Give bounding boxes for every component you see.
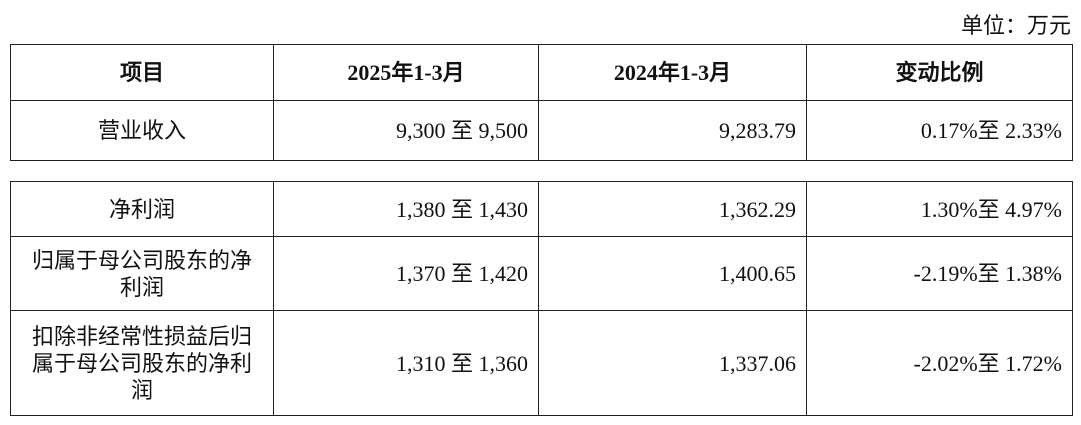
table-row: 扣除非经常性损益后归属于母公司股东的净利润 1,310 至 1,360 1,33… (10, 310, 1073, 416)
row-item: 营业收入 (10, 100, 274, 161)
row-change: 1.30%至 4.97% (806, 181, 1073, 237)
row-item: 扣除非经常性损益后归属于母公司股东的净利润 (10, 310, 274, 416)
row-change: 0.17%至 2.33% (806, 100, 1073, 161)
unit-label: 单位：万元 (960, 13, 1071, 38)
row-2025: 1,380 至 1,430 (273, 181, 539, 237)
row-2024: 1,362.29 (538, 181, 807, 237)
table-row: 营业收入 9,300 至 9,500 9,283.79 0.17%至 2.33% (10, 100, 1073, 161)
row-change: -2.19%至 1.38% (806, 236, 1073, 311)
row-2025: 9,300 至 9,500 (273, 100, 539, 161)
row-item: 净利润 (10, 181, 274, 237)
header-2025: 2025年1-3月 (273, 44, 539, 101)
header-item: 项目 (10, 44, 274, 101)
row-2024: 1,400.65 (538, 236, 807, 311)
row-2025: 1,310 至 1,360 (273, 310, 539, 416)
row-2024: 9,283.79 (538, 100, 807, 161)
row-2025: 1,370 至 1,420 (273, 236, 539, 311)
profit-table: 净利润 1,380 至 1,430 1,362.29 1.30%至 4.97% … (10, 181, 1073, 416)
row-2024: 1,337.06 (538, 310, 807, 416)
header-change: 变动比例 (806, 44, 1073, 101)
table-row: 净利润 1,380 至 1,430 1,362.29 1.30%至 4.97% (10, 181, 1073, 237)
header-row: 项目 2025年1-3月 2024年1-3月 变动比例 (10, 44, 1073, 101)
revenue-table: 项目 2025年1-3月 2024年1-3月 变动比例 营业收入 9,300 至… (10, 44, 1073, 161)
row-item: 归属于母公司股东的净利润 (10, 236, 274, 311)
row-change: -2.02%至 1.72% (806, 310, 1073, 416)
table-row: 归属于母公司股东的净利润 1,370 至 1,420 1,400.65 -2.1… (10, 236, 1073, 311)
header-2024: 2024年1-3月 (538, 44, 807, 101)
